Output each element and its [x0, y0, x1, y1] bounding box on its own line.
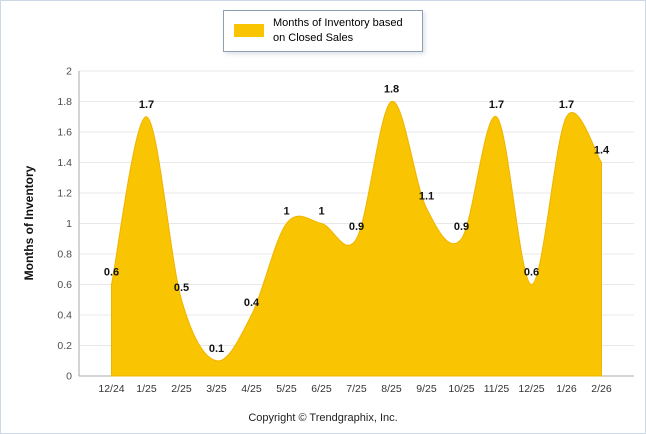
x-tick-label: 2/26	[591, 383, 612, 395]
y-tick-label: 1	[66, 218, 72, 230]
x-tick-label: 4/25	[241, 383, 262, 395]
data-label: 0.1	[209, 343, 224, 355]
y-tick-label: 1.4	[57, 157, 72, 169]
x-tick-label: 9/25	[416, 383, 437, 395]
x-tick-label: 8/25	[381, 383, 402, 395]
x-tick-label: 10/25	[448, 383, 474, 395]
data-label: 1.7	[489, 99, 504, 111]
x-tick-label: 6/25	[311, 383, 332, 395]
data-label: 0.9	[454, 221, 469, 233]
y-tick-label: 1.6	[57, 127, 72, 139]
data-label: 1.7	[139, 99, 154, 111]
x-tick-label: 3/25	[206, 383, 227, 395]
data-label: 1.8	[384, 84, 399, 96]
data-label: 0.4	[244, 297, 260, 309]
legend: Months of Inventory based on Closed Sale…	[223, 10, 423, 52]
area-fill	[111, 100, 602, 377]
x-tick-label: 5/25	[276, 383, 297, 395]
y-tick-label: 0.4	[57, 310, 72, 322]
data-label: 1.7	[559, 99, 574, 111]
y-tick-label: 2	[66, 66, 72, 78]
copyright-text: Copyright © Trendgraphix, Inc.	[248, 412, 398, 424]
data-label: 1.1	[419, 190, 434, 202]
x-tick-label: 7/25	[346, 383, 367, 395]
legend-label: Months of Inventory based on Closed Sale…	[273, 17, 403, 44]
data-label: 0.6	[104, 267, 119, 279]
y-tick-label: 0.8	[57, 249, 72, 261]
x-tick-label: 1/26	[556, 383, 577, 395]
x-tick-label: 2/25	[171, 383, 192, 395]
x-tick-label: 12/24	[98, 383, 124, 395]
legend-swatch	[234, 24, 264, 38]
y-tick-label: 0.2	[57, 340, 72, 352]
y-tick-label: 1.8	[57, 96, 72, 108]
data-label: 0.9	[349, 221, 364, 233]
data-label: 0.6	[524, 267, 539, 279]
data-label: 1.4	[594, 145, 610, 157]
x-tick-label: 12/25	[518, 383, 544, 395]
data-label: 1	[318, 206, 324, 218]
x-tick-label: 1/25	[136, 383, 157, 395]
data-label: 0.5	[174, 282, 189, 294]
y-tick-label: 1.2	[57, 188, 72, 200]
x-tick-label: 11/25	[484, 383, 510, 395]
y-tick-label: 0	[66, 371, 72, 383]
y-tick-label: 0.6	[57, 279, 72, 291]
data-label: 1	[283, 206, 289, 218]
